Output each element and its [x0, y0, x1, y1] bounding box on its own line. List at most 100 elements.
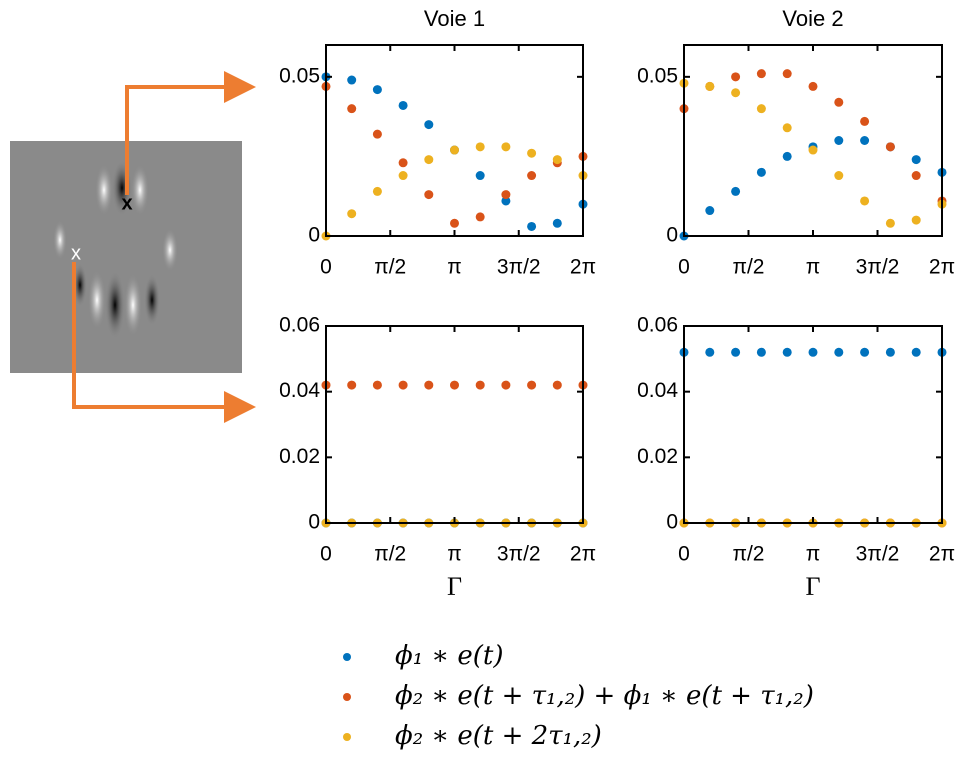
chart-title: Voie 2: [782, 6, 843, 31]
point: [911, 171, 921, 181]
y-tick-label: 0: [666, 511, 678, 534]
point: [527, 148, 537, 158]
point: [808, 145, 818, 155]
point: [475, 142, 485, 152]
y-tick-label: 0.06: [279, 314, 320, 337]
point: [756, 104, 766, 114]
point: [475, 212, 485, 222]
x-tick-label: π/2: [374, 256, 406, 279]
point: [501, 142, 511, 152]
legend-label: ϕ₂ ∗ e(t + 2τ₁,₂): [395, 721, 602, 751]
point: [731, 72, 741, 82]
point: [527, 380, 537, 390]
point: [450, 218, 459, 228]
point: [552, 218, 562, 228]
y-tick-label: 0.04: [279, 379, 320, 402]
point: [705, 347, 715, 357]
legend-marker: [343, 653, 351, 661]
y-tick-label: 0.04: [637, 379, 678, 402]
point: [398, 100, 408, 110]
point: [527, 171, 537, 181]
point: [424, 155, 434, 165]
point: [885, 142, 895, 152]
point: [911, 215, 921, 225]
point: [424, 120, 434, 130]
arrow: [125, 71, 256, 195]
point: [347, 104, 357, 114]
point: [911, 347, 921, 357]
x-axis-label: Γ: [805, 572, 820, 601]
point: [885, 218, 895, 228]
point: [475, 380, 485, 390]
point: [782, 69, 792, 79]
x-tick-label: 3π/2: [497, 256, 541, 279]
x-tick-label: 3π/2: [497, 543, 541, 566]
point: [501, 196, 511, 206]
x-tick-label: 2π: [570, 543, 596, 566]
point: [450, 145, 459, 155]
point: [782, 347, 792, 357]
axes-box: [325, 325, 584, 524]
point: [756, 167, 766, 177]
arrow: [72, 262, 256, 423]
x-tick-label: π: [447, 543, 462, 566]
point: [347, 380, 357, 390]
point: [424, 380, 434, 390]
x-tick-label: π/2: [374, 543, 406, 566]
point: [450, 380, 459, 390]
x-tick-label: 0: [320, 256, 332, 279]
marker-label: x: [71, 242, 81, 264]
y-tick-label: 0.05: [637, 64, 678, 87]
x-tick-label: 0: [678, 543, 690, 566]
point: [372, 85, 382, 95]
legend-label: ϕ₁ ∗ e(t): [395, 641, 503, 671]
y-tick-label: 0: [666, 224, 678, 247]
y-tick-label: 0: [308, 224, 320, 247]
y-tick-label: 0.02: [279, 445, 320, 468]
point: [834, 171, 844, 181]
point: [885, 347, 895, 357]
x-tick-label: 0: [678, 256, 690, 279]
point: [398, 171, 408, 181]
legend-marker: [343, 693, 351, 701]
point: [860, 136, 870, 145]
point: [756, 347, 766, 357]
point: [501, 380, 511, 390]
legend-label: ϕ₂ ∗ e(t + τ₁,₂) + ϕ₁ ∗ e(t + τ₁,₂): [395, 681, 814, 711]
x-tick-label: π/2: [732, 543, 764, 566]
x-tick-label: π: [806, 543, 821, 566]
y-tick-label: 0: [308, 511, 320, 534]
point: [860, 196, 870, 206]
point: [808, 81, 818, 91]
point: [731, 347, 741, 357]
y-tick-label: 0.05: [279, 64, 320, 87]
point: [372, 186, 382, 196]
x-axis-label: Γ: [447, 572, 462, 601]
point: [705, 206, 715, 216]
x-tick-label: 3π/2: [856, 543, 900, 566]
x-tick-label: 2π: [570, 256, 596, 279]
x-tick-label: 2π: [929, 256, 955, 279]
point: [501, 190, 511, 200]
point: [860, 116, 870, 126]
point: [731, 186, 741, 196]
x-tick-label: 3π/2: [856, 256, 900, 279]
point: [552, 380, 562, 390]
x-tick-label: 2π: [929, 543, 955, 566]
marker-label: x: [121, 192, 132, 214]
axes-box: [325, 44, 584, 237]
x-tick-label: π: [806, 256, 821, 279]
axes-box: [683, 44, 943, 237]
point: [860, 347, 870, 357]
point: [782, 123, 792, 133]
x-tick-label: π/2: [732, 256, 764, 279]
x-tick-label: 0: [320, 543, 332, 566]
x-tick-label: π: [447, 256, 462, 279]
point: [424, 190, 434, 200]
point: [808, 347, 818, 357]
point: [756, 69, 766, 79]
point: [705, 81, 715, 91]
point: [782, 151, 792, 161]
legend-marker: [343, 733, 351, 741]
